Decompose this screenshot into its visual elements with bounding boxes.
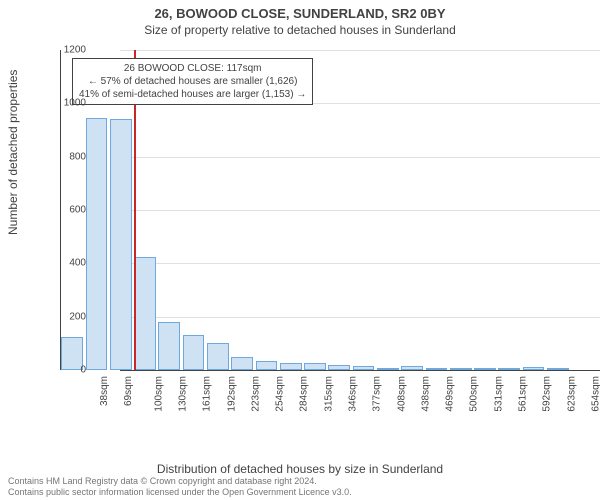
bar	[498, 368, 520, 370]
footer-line-1: Contains HM Land Registry data © Crown c…	[8, 476, 352, 487]
y-tick-label: 200	[69, 311, 86, 322]
gridline	[120, 50, 600, 51]
gridline	[120, 157, 600, 158]
x-tick-label: 377sqm	[372, 376, 383, 412]
y-tick-label: 800	[69, 151, 86, 162]
bar	[304, 363, 326, 370]
y-tick-label: 0	[80, 365, 86, 376]
x-axis-label: Distribution of detached houses by size …	[0, 462, 600, 476]
gridline	[120, 263, 600, 264]
bar	[110, 119, 132, 370]
x-tick-label: 315sqm	[323, 376, 334, 412]
y-tick-label: 1200	[64, 45, 86, 56]
bar	[280, 363, 302, 370]
bar	[86, 118, 108, 370]
bar	[547, 368, 569, 370]
gridline	[120, 210, 600, 211]
x-tick-label: 130sqm	[178, 376, 189, 412]
chart-subtitle: Size of property relative to detached ho…	[0, 21, 600, 37]
y-axis-label: Number of detached properties	[6, 70, 20, 235]
bar	[377, 368, 399, 370]
bar	[183, 335, 205, 370]
y-tick-label: 600	[69, 205, 86, 216]
y-tick-label: 400	[69, 258, 86, 269]
x-tick-label: 100sqm	[153, 376, 164, 412]
x-tick-label: 654sqm	[590, 376, 600, 412]
bar	[207, 343, 229, 370]
y-tick-label: 1000	[64, 98, 86, 109]
chart-title: 26, BOWOOD CLOSE, SUNDERLAND, SR2 0BY	[0, 0, 600, 21]
chart-container: 26, BOWOOD CLOSE, SUNDERLAND, SR2 0BY Si…	[0, 0, 600, 500]
footer-line-2: Contains public sector information licen…	[8, 487, 352, 498]
x-tick-label: 284sqm	[299, 376, 310, 412]
bar	[450, 368, 472, 370]
x-tick-label: 408sqm	[396, 376, 407, 412]
footer: Contains HM Land Registry data © Crown c…	[8, 476, 352, 498]
bar	[256, 361, 278, 370]
info-line-1: 26 BOWOOD CLOSE: 117sqm	[79, 62, 306, 75]
info-line-3: 41% of semi-detached houses are larger (…	[79, 88, 306, 101]
plot-area	[60, 50, 570, 420]
bar	[231, 357, 253, 370]
x-tick-label: 192sqm	[226, 376, 237, 412]
x-tick-label: 500sqm	[469, 376, 480, 412]
x-tick-label: 161sqm	[202, 376, 213, 412]
x-tick-label: 69sqm	[123, 376, 134, 406]
x-tick-label: 223sqm	[250, 376, 261, 412]
x-tick-label: 346sqm	[348, 376, 359, 412]
info-line-2: ← 57% of detached houses are smaller (1,…	[79, 75, 306, 88]
x-tick-label: 531sqm	[493, 376, 504, 412]
bar	[158, 322, 180, 370]
bar	[523, 367, 545, 370]
gridline	[120, 370, 600, 371]
bar	[426, 368, 448, 370]
bar	[353, 366, 375, 370]
x-tick-label: 592sqm	[542, 376, 553, 412]
x-tick-label: 561sqm	[518, 376, 529, 412]
bar	[134, 257, 156, 370]
bar	[474, 368, 496, 370]
x-tick-label: 38sqm	[99, 376, 110, 406]
info-box: 26 BOWOOD CLOSE: 117sqm ← 57% of detache…	[72, 58, 313, 105]
x-tick-label: 469sqm	[445, 376, 456, 412]
bar	[401, 366, 423, 370]
x-tick-label: 623sqm	[566, 376, 577, 412]
y-axis-line	[60, 50, 61, 370]
bar	[328, 365, 350, 370]
x-tick-label: 254sqm	[275, 376, 286, 412]
gridline	[120, 317, 600, 318]
x-tick-label: 438sqm	[420, 376, 431, 412]
